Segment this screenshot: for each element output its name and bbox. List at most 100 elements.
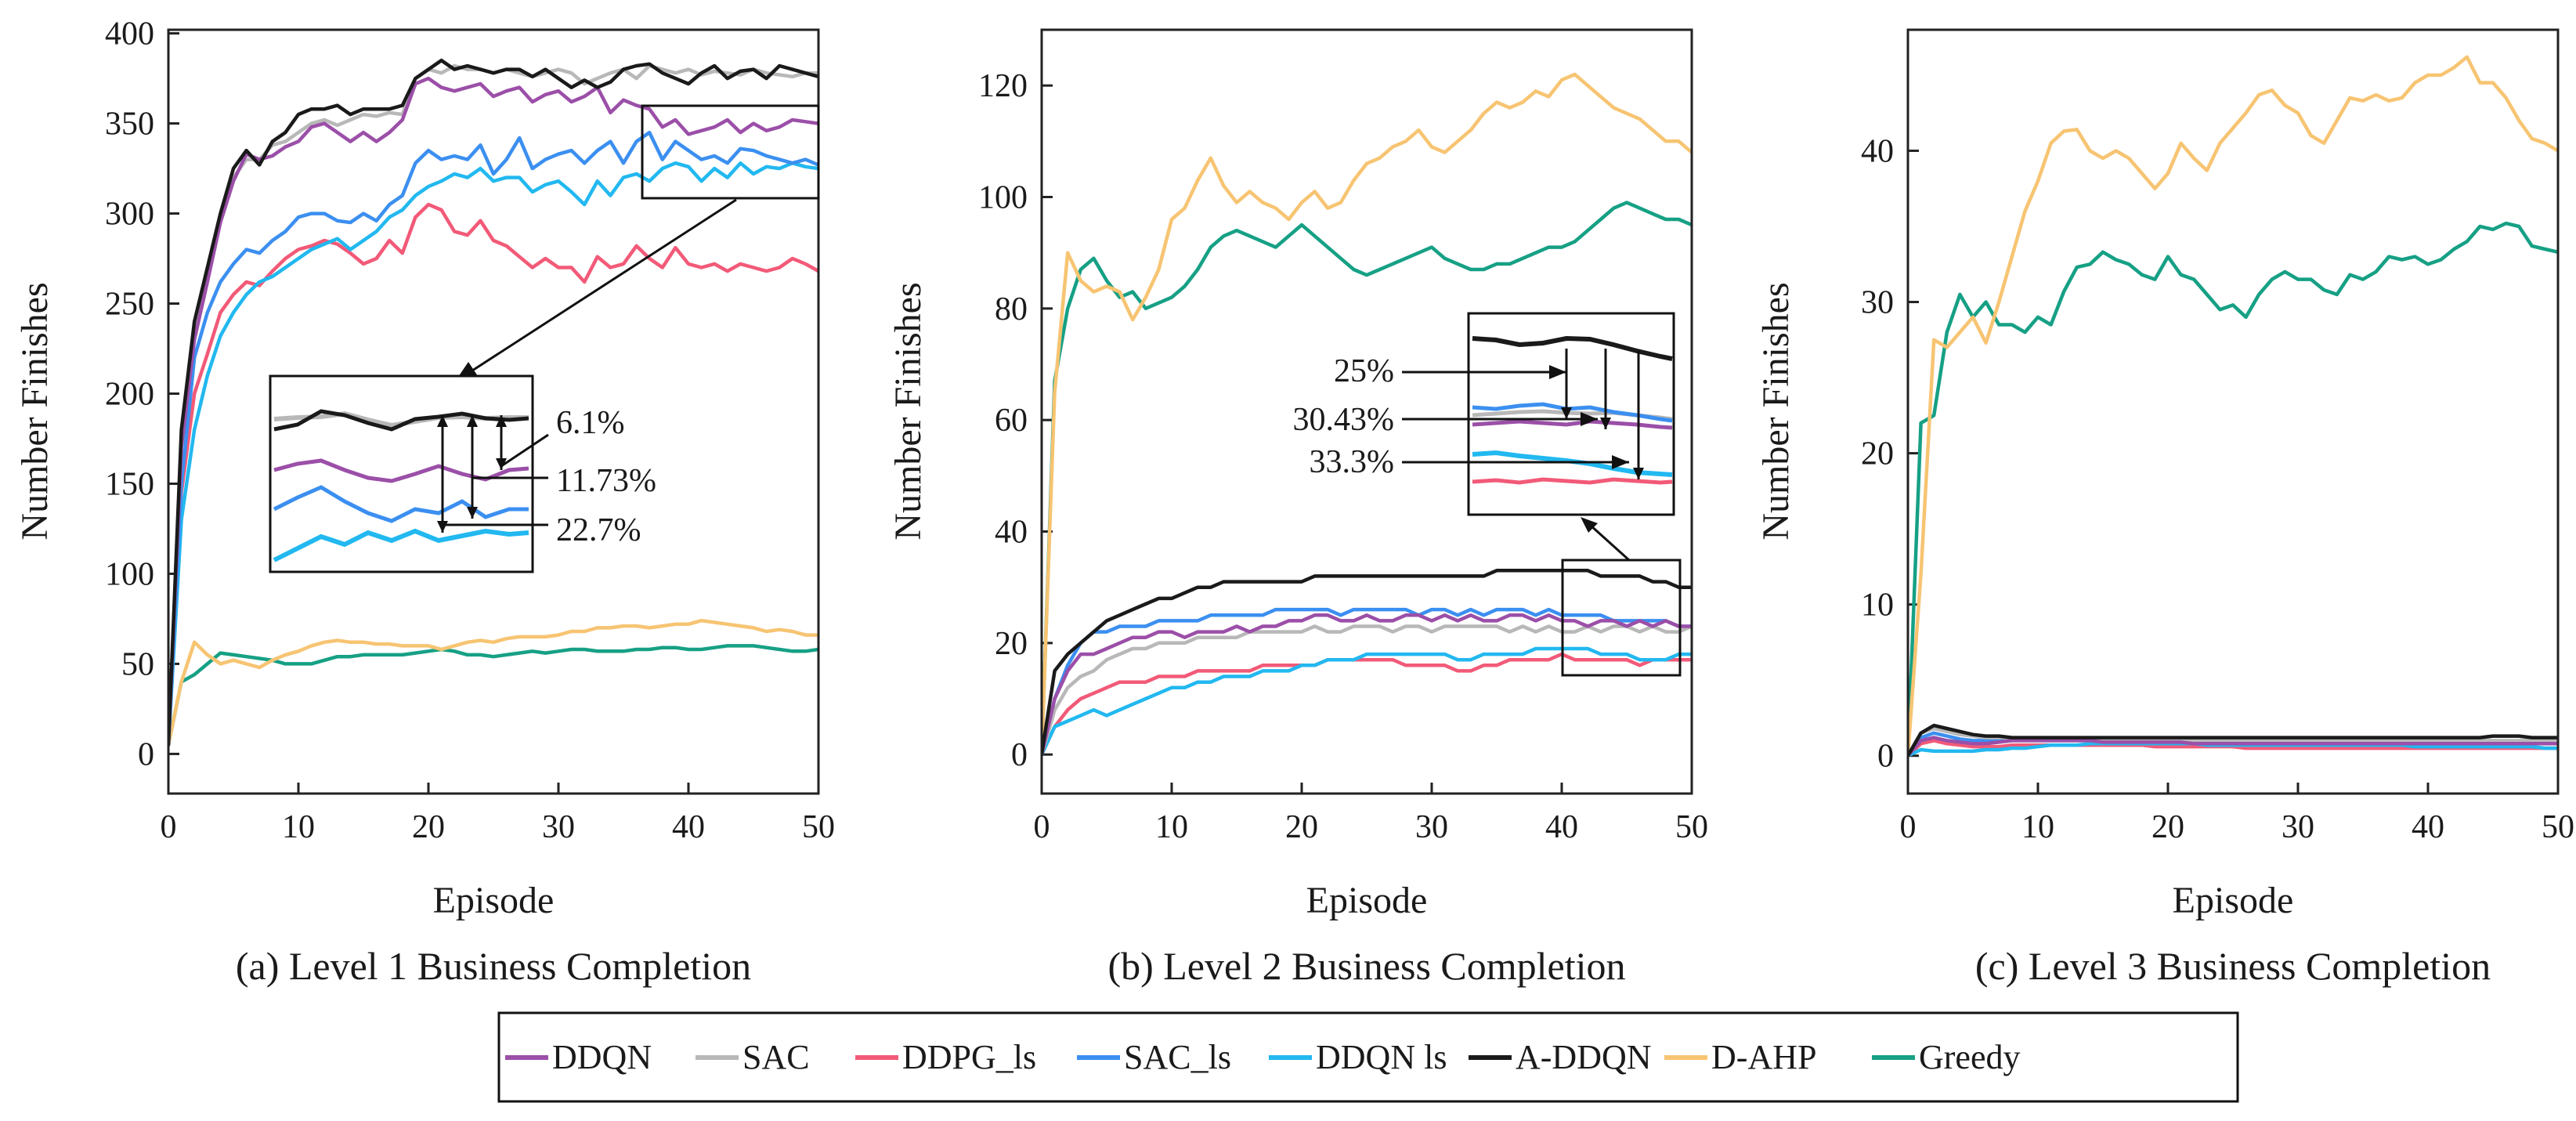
series-line-greedy	[1042, 201, 1692, 757]
legend-item-sac-ls: SAC_ls	[1077, 1038, 1231, 1076]
tick-layer: 0 10 20 30 40 50 0 20 40 60 80 100 120	[978, 68, 1708, 845]
x-tick-label: 0	[1900, 809, 1917, 845]
y-tick-label: 120	[978, 68, 1028, 104]
annotation-gap-large: 33.3%	[1310, 444, 1395, 480]
series-line-ddqn	[1042, 613, 1692, 757]
series-line-a-ddqn	[1908, 723, 2558, 758]
x-tick-label: 0	[1034, 809, 1050, 845]
y-tick-label: 10	[1861, 588, 1894, 624]
series-line-sac	[1042, 624, 1692, 757]
panel-caption: (a) Level 1 Business Completion	[236, 944, 751, 988]
x-tick-label: 40	[1545, 809, 1578, 845]
series-line-ddpg-ls	[1042, 652, 1692, 757]
legend-item-d-ahp: D-AHP	[1664, 1038, 1816, 1076]
legend-item-ddpg-ls: DDPG_ls	[855, 1038, 1036, 1076]
panel-caption: (b) Level 2 Business Completion	[1107, 944, 1625, 988]
zoom-callout: 6.1% 11.73% 22.7%	[269, 104, 820, 573]
legend-label: Greedy	[1919, 1038, 2021, 1076]
panel-level-2: Number Finishes Episode (b) Level 2 Busi…	[887, 28, 1708, 988]
tick-layer: 0 10 20 30 40 50 0 10 20 30 40	[1861, 133, 2574, 845]
x-tick-label: 50	[1675, 809, 1708, 845]
legend: DDQN SAC DDPG_ls SAC_ls DDQN ls A-DDQN D-AHP Gr…	[497, 1011, 2239, 1103]
gap-arrowheads	[1549, 365, 1644, 479]
plot-frame	[1906, 28, 2560, 795]
y-tick-label: 400	[105, 16, 154, 52]
x-tick-label: 30	[542, 809, 575, 845]
y-tick-label: 150	[105, 466, 154, 502]
legend-label: SAC	[742, 1038, 810, 1076]
series-line-d-ahp	[1908, 55, 2558, 758]
series-layer	[1042, 72, 1692, 757]
legend-item-ddqn: DDQN	[505, 1038, 652, 1076]
inset-line-ddqn	[1472, 419, 1673, 430]
y-tick-label: 50	[121, 646, 154, 682]
zoom-source-box	[641, 104, 820, 200]
series-line-ddpg-ls	[168, 202, 818, 747]
x-tick-label: 10	[2021, 809, 2054, 845]
annotation-gap-mid: 11.73%	[556, 463, 656, 499]
y-axis-label: Number Finishes	[1755, 282, 1797, 540]
panel-caption: (c) Level 3 Business Completion	[1975, 944, 2491, 988]
zoom-arrow	[1588, 523, 1631, 562]
tick-layer: 0 10 20 30 40 50 0 50 100 150 200 250 300 350 400	[105, 16, 835, 845]
y-tick-label: 100	[978, 180, 1028, 216]
y-tick-label: 200	[105, 377, 154, 413]
x-axis-label: Episode	[433, 880, 555, 921]
legend-box	[497, 1011, 2239, 1103]
x-tick-label: 20	[1285, 809, 1318, 845]
y-tick-label: 0	[1877, 739, 1894, 775]
y-tick-label: 20	[1861, 436, 1894, 472]
plot-frame	[1040, 28, 1693, 795]
legend-item-greedy: Greedy	[1872, 1038, 2021, 1076]
y-tick-label: 30	[1861, 285, 1894, 321]
panel-level-3: Number Finishes Episode (c) Level 3 Busi…	[1755, 28, 2574, 988]
x-tick-label: 10	[282, 809, 315, 845]
y-tick-label: 40	[995, 515, 1028, 551]
x-tick-label: 40	[672, 809, 705, 845]
x-tick-label: 10	[1155, 809, 1188, 845]
series-line-d-ahp	[168, 618, 818, 747]
x-tick-label: 30	[1415, 809, 1448, 845]
inset-line-ddpg-ls	[1472, 477, 1673, 485]
series-line-greedy	[1908, 221, 2558, 758]
series-line-a-ddqn	[1042, 569, 1692, 757]
x-tick-label: 20	[2151, 809, 2184, 845]
series-line-ddqn	[168, 76, 818, 747]
annotation-gap-mid: 30.43%	[1293, 402, 1395, 438]
series-line-a-ddqn	[168, 58, 818, 747]
y-tick-label: 100	[105, 556, 154, 592]
legend-label: DDQN ls	[1316, 1038, 1447, 1076]
x-tick-label: 50	[2542, 809, 2574, 845]
zoom-arrow	[469, 198, 737, 374]
x-tick-label: 0	[161, 809, 177, 845]
y-tick-label: 350	[105, 107, 154, 143]
legend-item-ddqn-ls: DDQN ls	[1269, 1038, 1447, 1076]
gap-arrowheads	[437, 415, 507, 533]
series-layer	[168, 58, 818, 747]
x-tick-label: 50	[802, 809, 835, 845]
y-tick-label: 60	[995, 403, 1028, 439]
x-tick-label: 40	[2412, 809, 2444, 845]
y-axis-label: Number Finishes	[887, 282, 929, 540]
x-tick-label: 20	[412, 809, 445, 845]
annotation-gap-small: 25%	[1334, 353, 1394, 389]
annotation-gap-small: 6.1%	[556, 405, 625, 441]
zoom-callout: 25% 30.43% 33.3%	[1293, 312, 1682, 677]
legend-item-sac: SAC	[695, 1038, 810, 1076]
plot-frame	[167, 28, 820, 795]
inset-line-a-ddqn	[1472, 335, 1673, 361]
legend-label: SAC_ls	[1124, 1038, 1231, 1076]
series-line-greedy	[168, 644, 818, 747]
legend-label: A-DDQN	[1516, 1038, 1652, 1076]
inset-line-ddqn-ls	[273, 528, 529, 562]
legend-label: DDQN	[552, 1038, 652, 1076]
y-tick-label: 40	[1861, 133, 1894, 169]
inset-line-a-ddqn	[273, 409, 529, 432]
series-line-ddqn-ls	[1042, 646, 1692, 757]
y-tick-label: 20	[995, 626, 1028, 662]
x-axis-label: Episode	[1306, 880, 1428, 921]
zoom-source-box	[1561, 559, 1682, 677]
inset-line-sac-ls	[1472, 402, 1673, 423]
panel-level-1: Number Finishes Episode (a) Level 1 Busi…	[14, 16, 835, 988]
series-line-sac-ls	[1042, 607, 1692, 757]
